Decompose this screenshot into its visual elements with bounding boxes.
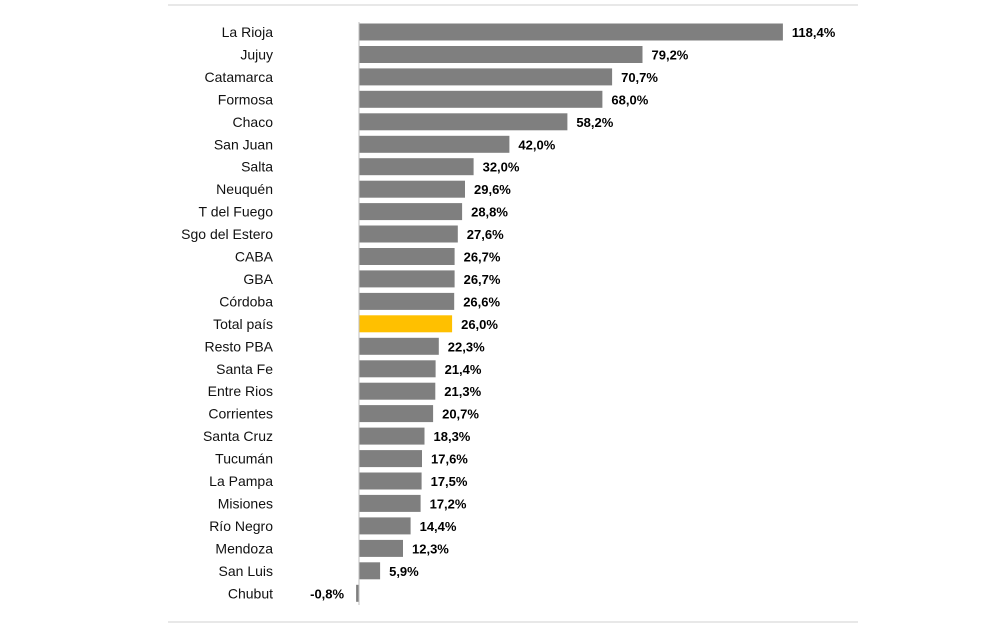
value-label: 42,0% bbox=[518, 137, 555, 152]
bar bbox=[359, 180, 465, 198]
bar bbox=[356, 584, 359, 602]
category-label: Santa Fe bbox=[216, 361, 273, 377]
bar bbox=[359, 494, 421, 512]
bar bbox=[359, 427, 425, 445]
category-label: Neuquén bbox=[216, 181, 273, 197]
bar bbox=[359, 225, 458, 243]
value-label: 26,0% bbox=[461, 317, 498, 332]
category-label: Jujuy bbox=[240, 47, 273, 63]
category-label: Resto PBA bbox=[205, 338, 274, 354]
category-label: T del Fuego bbox=[199, 204, 274, 220]
value-label: 17,2% bbox=[430, 496, 467, 511]
value-label: 12,3% bbox=[412, 541, 449, 556]
bar bbox=[359, 450, 422, 468]
category-label: Total país bbox=[213, 316, 273, 332]
value-label: 18,3% bbox=[434, 429, 471, 444]
value-label: 58,2% bbox=[576, 115, 613, 130]
bar bbox=[359, 405, 434, 423]
value-label: 17,6% bbox=[431, 452, 468, 467]
bar bbox=[359, 90, 603, 108]
value-label: 118,4% bbox=[792, 25, 836, 40]
category-label: Corrientes bbox=[208, 406, 273, 422]
category-label: Córdoba bbox=[219, 293, 273, 309]
bar bbox=[359, 158, 474, 176]
value-label: 26,7% bbox=[464, 272, 501, 287]
category-label: Entre Rios bbox=[208, 383, 273, 399]
bar bbox=[359, 23, 783, 41]
value-label: 29,6% bbox=[474, 182, 511, 197]
value-label: 32,0% bbox=[483, 160, 520, 175]
bar bbox=[359, 248, 455, 265]
value-label: 5,9% bbox=[389, 564, 419, 579]
bar bbox=[359, 562, 381, 580]
value-label: 79,2% bbox=[652, 48, 689, 63]
bar bbox=[359, 135, 510, 153]
bar bbox=[359, 472, 422, 490]
bar bbox=[359, 68, 613, 86]
category-label: Chubut bbox=[228, 585, 273, 601]
category-label: Tucumán bbox=[215, 451, 273, 467]
bar bbox=[359, 517, 411, 535]
bar bbox=[359, 539, 403, 557]
category-label: Sgo del Estero bbox=[181, 226, 273, 242]
bar bbox=[359, 292, 455, 310]
value-label: 68,0% bbox=[611, 92, 648, 107]
category-label: Salta bbox=[241, 159, 273, 175]
category-label: San Juan bbox=[214, 136, 273, 152]
category-label: Catamarca bbox=[205, 69, 274, 85]
value-label: -0,8% bbox=[310, 586, 344, 601]
value-label: 70,7% bbox=[621, 70, 658, 85]
value-label: 14,4% bbox=[420, 519, 457, 534]
category-label: GBA bbox=[243, 271, 273, 287]
bar bbox=[359, 270, 455, 288]
category-label: Formosa bbox=[218, 91, 273, 107]
value-label: 20,7% bbox=[442, 407, 479, 422]
value-label: 22,3% bbox=[448, 339, 485, 354]
category-label: Misiones bbox=[218, 495, 273, 511]
bar bbox=[359, 113, 568, 131]
bar bbox=[359, 360, 436, 378]
category-label: Santa Cruz bbox=[203, 428, 273, 444]
category-label: Mendoza bbox=[215, 540, 273, 556]
value-label: 21,3% bbox=[444, 384, 481, 399]
category-label: San Luis bbox=[219, 563, 273, 579]
bar bbox=[359, 203, 463, 221]
category-label: La Rioja bbox=[222, 24, 274, 40]
value-label: 21,4% bbox=[445, 362, 482, 377]
bar bbox=[359, 315, 453, 333]
value-label: 26,7% bbox=[464, 250, 501, 265]
bar bbox=[359, 46, 643, 63]
bar bbox=[359, 337, 439, 355]
value-label: 28,8% bbox=[471, 205, 508, 220]
category-label: Chaco bbox=[233, 114, 274, 130]
value-label: 26,6% bbox=[463, 294, 500, 309]
category-label: Río Negro bbox=[209, 518, 273, 534]
category-label: La Pampa bbox=[209, 473, 273, 489]
value-label: 17,5% bbox=[431, 474, 468, 489]
category-label: CABA bbox=[235, 249, 274, 265]
bars-group: La Rioja 118,4% Jujuy 79,2% Catamarca 70,7% Fo… bbox=[181, 23, 836, 602]
value-label: 27,6% bbox=[467, 227, 504, 242]
bar bbox=[359, 382, 436, 400]
